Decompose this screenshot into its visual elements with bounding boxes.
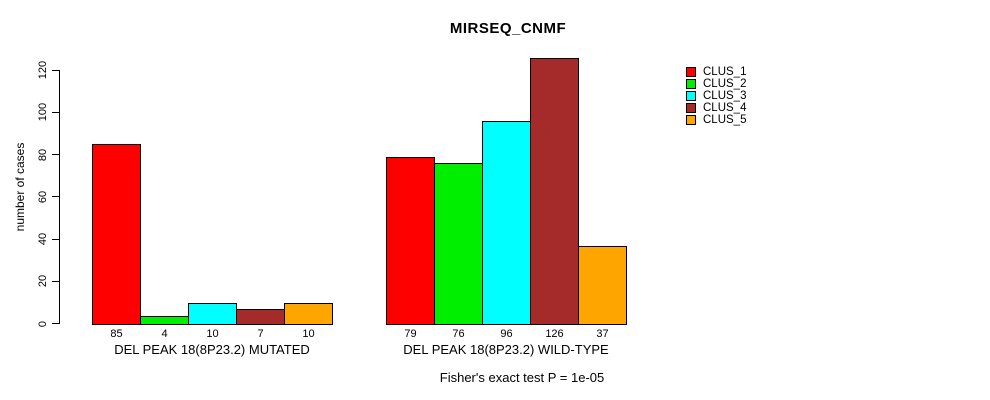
bar-value-label: 126	[545, 328, 564, 340]
bar-group1-clus-3	[188, 302, 237, 325]
chart-title: MIRSEQ_CNMF	[449, 20, 567, 37]
group-label-mutated: DEL PEAK 18(8P23.2) MUTATED	[114, 342, 310, 357]
bar-value-label: 10	[206, 328, 219, 340]
bar-value-label: 96	[500, 328, 513, 340]
bar-group1-clus-4	[236, 308, 285, 325]
legend-label-clus-5: CLUS_5	[703, 114, 747, 126]
legend-swatch-clus-5	[686, 115, 696, 125]
bar-group1-clus-2	[140, 315, 189, 325]
bar-group2-clus-2	[434, 162, 483, 325]
y-axis-tick-label: 0	[37, 320, 49, 327]
bar-value-label: 7	[257, 328, 264, 340]
y-axis-line	[59, 70, 60, 324]
bar-value-label: 10	[302, 328, 315, 340]
y-axis-tick	[52, 154, 59, 155]
bar-value-label: 4	[161, 328, 168, 340]
y-axis-tick-label: 20	[37, 275, 49, 288]
legend-swatch-clus-1	[686, 67, 696, 77]
footnote-pvalue: Fisher's exact test P = 1e-05	[439, 370, 605, 385]
legend-label-clus-3: CLUS_3	[703, 90, 747, 102]
y-axis-tick	[52, 238, 59, 240]
bar-value-label: 76	[452, 328, 465, 340]
legend-swatch-clus-3	[686, 91, 696, 101]
bar-group2-clus-3	[482, 120, 531, 325]
group-label-wild-type: DEL PEAK 18(8P23.2) WILD-TYPE	[403, 342, 609, 357]
y-axis-tick	[52, 69, 59, 71]
y-axis-tick-label: 80	[37, 148, 49, 161]
bar-value-label: 37	[596, 328, 609, 340]
legend-label-clus-1: CLUS_1	[703, 66, 747, 78]
bar-value-label: 85	[110, 328, 123, 340]
legend-swatch-clus-4	[686, 103, 696, 113]
legend-label-clus-2: CLUS_2	[703, 78, 747, 90]
y-axis-title: number of cases	[13, 142, 27, 232]
bar-group1-clus-1	[92, 143, 141, 325]
legend-swatch-clus-2	[686, 79, 696, 89]
y-axis-tick	[52, 280, 59, 282]
y-axis-tick-label: 60	[37, 190, 49, 203]
bar-group2-clus-1	[386, 156, 435, 325]
y-axis-tick	[52, 196, 59, 198]
bar-group2-clus-4	[530, 57, 579, 325]
y-axis-tick-label: 40	[37, 232, 49, 246]
bar-group2-clus-5	[578, 245, 627, 325]
y-axis-tick	[52, 323, 59, 324]
y-axis-tick-label: 100	[37, 103, 49, 122]
legend-label-clus-4: CLUS_4	[703, 102, 747, 114]
bar-value-label: 79	[404, 328, 417, 340]
bar-group1-clus-5	[284, 302, 333, 325]
y-axis-tick	[52, 111, 59, 113]
y-axis-tick-label: 120	[37, 60, 49, 80]
